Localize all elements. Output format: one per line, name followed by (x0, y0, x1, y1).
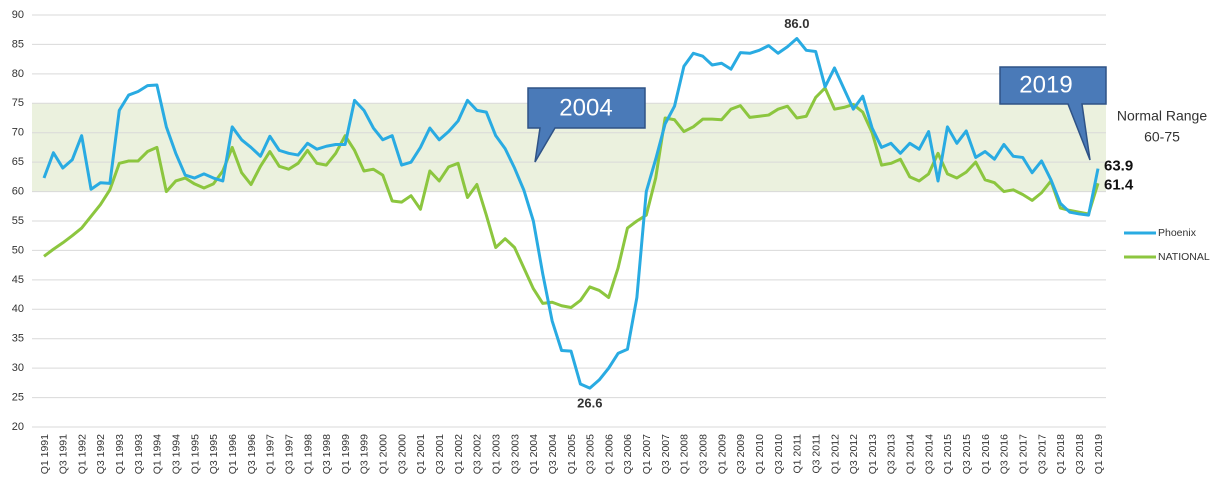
x-tick-label: Q3 2002 (472, 434, 484, 474)
x-tick-label: Q1 1993 (114, 434, 126, 474)
x-tick-label: Q3 1993 (133, 434, 145, 474)
legend-label: NATIONAL (1158, 251, 1210, 263)
x-tick-label: Q1 2016 (980, 434, 992, 474)
callout-2004: 2004 (527, 87, 646, 163)
callout-box (527, 87, 646, 163)
x-tick-label: Q3 2007 (660, 434, 672, 474)
normal-range-title: Normal Range (1117, 108, 1207, 124)
y-tick-label: 75 (12, 97, 24, 109)
y-tick-label: 20 (12, 421, 24, 433)
x-tick-label: Q3 2017 (1036, 434, 1048, 474)
x-tick-label: Q1 2001 (415, 434, 427, 474)
x-tick-label: Q3 2001 (434, 434, 446, 474)
x-tick-label: Q3 1994 (171, 434, 183, 474)
normal-range-label: 60-75 (1144, 129, 1180, 145)
x-tick-label: Q3 2005 (585, 434, 597, 474)
x-tick-label: Q1 2019 (1093, 434, 1105, 474)
y-tick-label: 70 (12, 127, 24, 139)
x-tick-label: Q3 1995 (208, 434, 220, 474)
y-tick-label: 50 (12, 244, 24, 256)
callout-text: 2004 (559, 94, 612, 121)
end-label: 61.4 (1104, 176, 1134, 193)
x-tick-label: Q3 2006 (622, 434, 634, 474)
y-tick-label: 40 (12, 303, 24, 315)
x-tick-label: Q1 2015 (942, 434, 954, 474)
x-tick-label: Q1 1994 (152, 434, 164, 474)
x-tick-label: Q1 1997 (265, 434, 277, 474)
x-tick-label: Q3 2000 (396, 434, 408, 474)
x-tick-label: Q1 2005 (566, 434, 578, 474)
x-tick-label: Q3 2004 (547, 434, 559, 474)
x-tick-label: Q1 1999 (340, 434, 352, 474)
y-tick-label: 35 (12, 333, 24, 345)
trough-label: 26.6 (577, 396, 602, 411)
x-tick-label: Q3 1996 (246, 434, 258, 474)
x-tick-label: Q3 2003 (509, 434, 521, 474)
y-tick-label: 55 (12, 215, 24, 227)
x-tick-label: Q3 1997 (283, 434, 295, 474)
y-tick-label: 25 (12, 391, 24, 403)
x-tick-label: Q3 1999 (359, 434, 371, 474)
x-tick-label: Q1 2004 (528, 434, 540, 474)
x-tick-label: Q3 2008 (698, 434, 710, 474)
callout-text: 2019 (1019, 71, 1072, 98)
x-tick-label: Q3 2014 (923, 434, 935, 474)
series-line (43, 86, 1100, 310)
x-tick-label: Q1 2000 (378, 434, 390, 474)
x-tick-label: Q3 2012 (848, 434, 860, 474)
x-tick-label: Q1 2011 (792, 434, 804, 474)
x-tick-label: Q1 2017 (1017, 434, 1029, 474)
legend-label: Phoenix (1158, 227, 1197, 239)
x-tick-label: Q3 2009 (735, 434, 747, 474)
x-tick-label: Q1 2008 (679, 434, 691, 474)
x-tick-label: Q3 2011 (810, 434, 822, 474)
series-line (42, 37, 1100, 390)
x-tick-label: Q1 2018 (1055, 434, 1067, 474)
x-tick-label: Q3 2016 (999, 434, 1011, 474)
y-tick-label: 45 (12, 274, 24, 286)
x-tick-label: Q1 1995 (189, 434, 201, 474)
x-tick-label: Q1 2014 (905, 434, 917, 474)
x-tick-label: Q1 2006 (603, 434, 615, 474)
x-tick-label: Q3 1998 (321, 434, 333, 474)
x-tick-label: Q1 2002 (453, 434, 465, 474)
y-tick-label: 65 (12, 156, 24, 168)
x-tick-label: Q3 2018 (1074, 434, 1086, 474)
x-tick-label: Q1 1992 (76, 434, 88, 474)
y-tick-label: 80 (12, 68, 24, 80)
x-tick-label: Q1 1996 (227, 434, 239, 474)
x-tick-label: Q3 2015 (961, 434, 973, 474)
callout-box (999, 66, 1107, 161)
x-tick-label: Q3 1992 (95, 434, 107, 474)
x-tick-label: Q1 2009 (716, 434, 728, 474)
x-tick-label: Q1 2012 (829, 434, 841, 474)
y-tick-label: 60 (12, 185, 24, 197)
x-tick-label: Q1 1991 (39, 434, 51, 474)
x-tick-label: Q1 1998 (302, 434, 314, 474)
x-tick-label: Q1 2010 (754, 434, 766, 474)
x-tick-label: Q3 2013 (886, 434, 898, 474)
peak-label: 86.0 (784, 16, 809, 31)
y-tick-label: 30 (12, 362, 24, 374)
y-tick-label: 90 (12, 9, 24, 21)
x-tick-label: Q3 2010 (773, 434, 785, 474)
x-tick-label: Q1 2013 (867, 434, 879, 474)
x-tick-label: Q1 2007 (641, 434, 653, 474)
x-tick-label: Q3 1991 (58, 434, 70, 474)
end-label: 63.9 (1104, 158, 1133, 175)
callout-2019: 2019 (999, 66, 1107, 161)
y-tick-label: 85 (12, 38, 24, 50)
x-tick-label: Q1 2003 (490, 434, 502, 474)
